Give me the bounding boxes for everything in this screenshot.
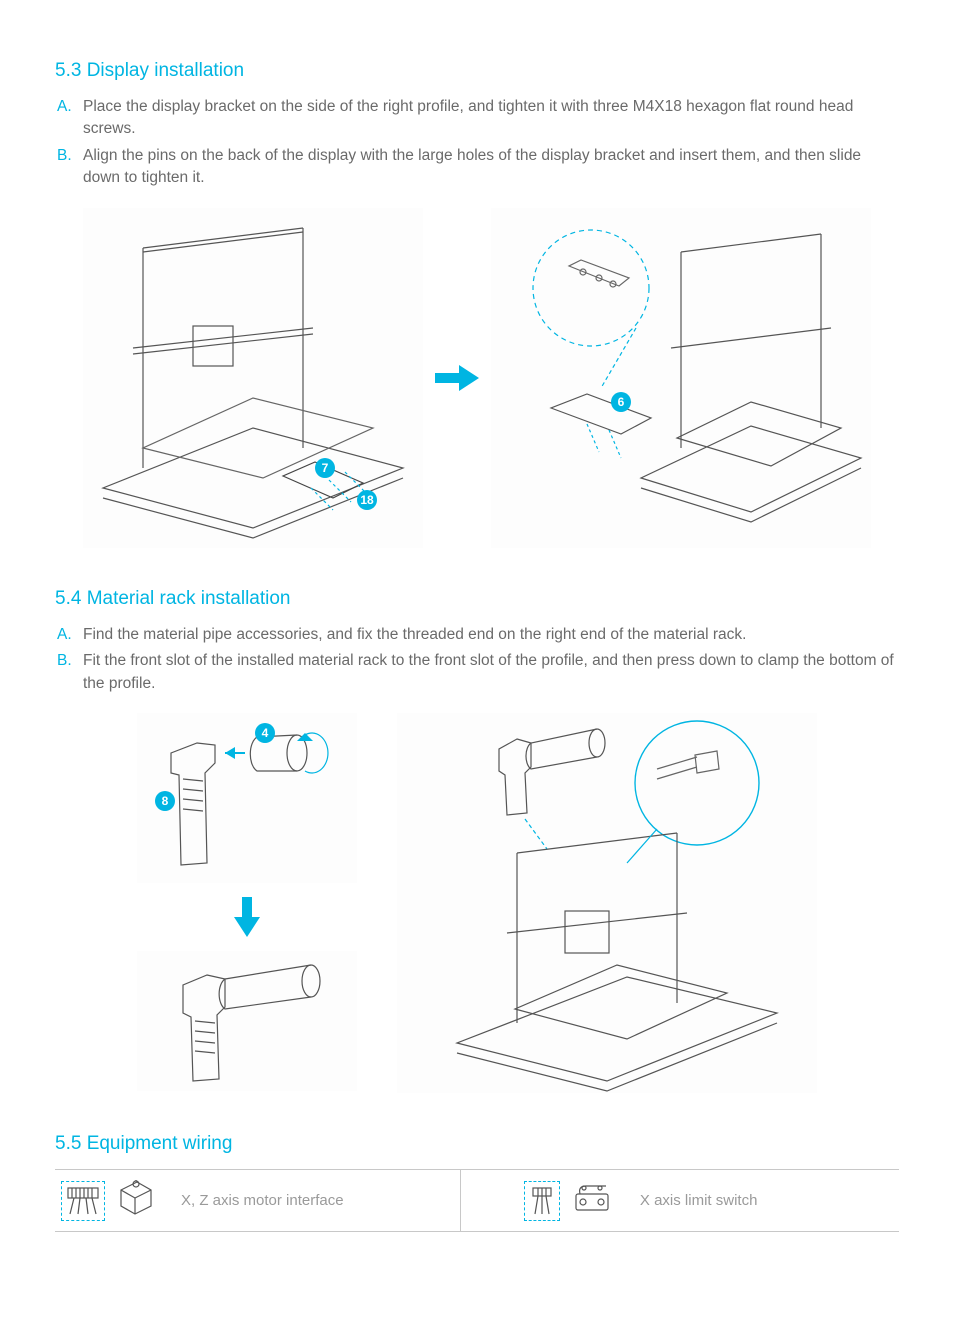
section-display-installation: 5.3 Display installation A. Place the di… [55, 60, 899, 548]
printer-after-icon [491, 208, 871, 548]
wiring-row-1: X, Z axis motor interface [55, 1170, 899, 1232]
figure-5-3-left: 7 18 [83, 208, 423, 548]
step-text: Fit the front slot of the installed mate… [83, 652, 894, 691]
section-5-4-heading: 5.4 Material rack installation [55, 588, 899, 610]
callout-6: 6 [611, 392, 631, 412]
step-5-4-b: B. Fit the front slot of the installed m… [79, 650, 899, 695]
wiring-label-limit: X axis limit switch [624, 1192, 758, 1209]
wiring-icons-limit: X axis limit switch [524, 1181, 893, 1221]
step-text: Place the display bracket on the side of… [83, 98, 853, 137]
spool-assembled-icon [137, 951, 357, 1091]
figure-5-4-parts: 4 8 [137, 713, 357, 883]
printer-with-rack-icon [397, 713, 817, 1093]
figure-5-4-assembled [137, 951, 357, 1091]
wiring-icons-motor: X, Z axis motor interface [61, 1180, 454, 1221]
figure-5-4-right [397, 713, 817, 1093]
step-marker: B. [57, 145, 72, 167]
section-equipment-wiring: 5.5 Equipment wiring [55, 1133, 899, 1232]
step-marker: A. [57, 96, 72, 118]
section-5-3-heading: 5.3 Display installation [55, 60, 899, 82]
step-marker: A. [57, 624, 72, 646]
section-5-5-heading: 5.5 Equipment wiring [55, 1133, 899, 1155]
figure-5-3: 7 18 [55, 208, 899, 548]
wiring-table: X, Z axis motor interface [55, 1169, 899, 1232]
step-5-3-b: B. Align the pins on the back of the dis… [79, 145, 899, 190]
callout-18: 18 [357, 490, 377, 510]
limit-switch-icon [570, 1182, 614, 1219]
figure-5-4-left-col: 4 8 [137, 713, 357, 1091]
connector-icon [61, 1181, 105, 1221]
arrow-right-icon [433, 363, 481, 393]
table-divider [460, 1170, 494, 1232]
step-text: Find the material pipe accessories, and … [83, 626, 746, 643]
arrow-down-icon [232, 895, 262, 939]
connector-small-icon [524, 1181, 560, 1221]
section-5-4-steps: A. Find the material pipe accessories, a… [55, 624, 899, 695]
wiring-label-motor: X, Z axis motor interface [165, 1192, 344, 1209]
motor-icon [115, 1180, 155, 1221]
section-material-rack: 5.4 Material rack installation A. Find t… [55, 588, 899, 1093]
step-5-3-a: A. Place the display bracket on the side… [79, 96, 899, 141]
step-marker: B. [57, 650, 72, 672]
figure-5-4: 4 8 [55, 713, 899, 1093]
callout-7: 7 [315, 458, 335, 478]
figure-5-3-right: 6 [491, 208, 871, 548]
section-5-3-steps: A. Place the display bracket on the side… [55, 96, 899, 190]
step-text: Align the pins on the back of the displa… [83, 147, 861, 186]
step-5-4-a: A. Find the material pipe accessories, a… [79, 624, 899, 646]
